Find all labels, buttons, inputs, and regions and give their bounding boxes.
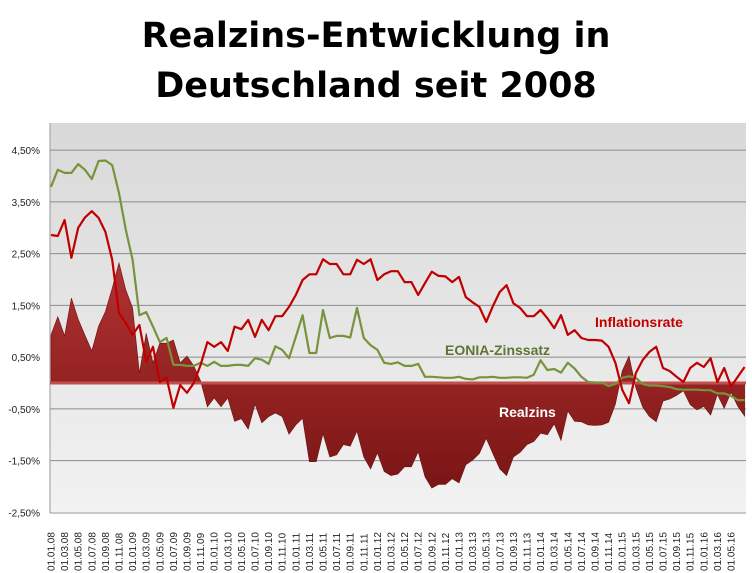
x-tick-label: 01.09.15 (672, 532, 683, 571)
x-tick-label: 01.09.11 (346, 532, 357, 571)
x-tick-label: 01.11.09 (196, 532, 207, 571)
y-tick-label: -1,50% (8, 457, 40, 468)
x-tick-label: 01.05.11 (319, 532, 330, 571)
x-tick-label: 01.09.14 (591, 532, 602, 571)
annotation-realzins: Realzins (499, 404, 556, 420)
x-tick-label: 01.01.10 (210, 532, 221, 571)
x-tick-label: 01.01.09 (128, 532, 139, 571)
x-tick-label: 01.01.15 (618, 532, 629, 571)
x-tick-label: 01.03.09 (142, 532, 153, 571)
x-tick-label: 01.11.10 (278, 532, 289, 571)
x-tick-label: 01.11.08 (115, 532, 126, 571)
x-tick-label: 01.05.16 (727, 532, 738, 571)
x-tick-label: 01.05.09 (155, 532, 166, 571)
x-tick-label: 01.03.08 (60, 532, 71, 571)
chart-title-line-2: Deutschland seit 2008 (155, 66, 597, 106)
x-tick-label: 01.09.10 (264, 532, 275, 571)
y-tick-label: -2,50% (8, 508, 40, 519)
x-tick-label: 01.05.10 (237, 532, 248, 571)
x-tick-label: 01.09.13 (509, 532, 520, 571)
x-tick-label: 01.01.08 (47, 532, 58, 571)
x-tick-label: 01.09.09 (183, 532, 194, 571)
chart-title-line-1: Realzins-Entwicklung in (142, 16, 611, 56)
x-tick-label: 01.07.14 (577, 532, 588, 571)
x-tick-label: 01.01.16 (699, 532, 710, 571)
x-tick-label: 01.05.15 (645, 532, 656, 571)
y-tick-label: 4,50% (12, 146, 40, 157)
x-tick-label: 01.09.12 (427, 532, 438, 571)
y-tick-label: 0,50% (12, 353, 40, 364)
x-tick-label: 01.05.14 (563, 532, 574, 571)
x-tick-label: 01.03.11 (305, 532, 316, 571)
x-tick-label: 01.09.08 (101, 532, 112, 571)
zero-baseline (50, 381, 746, 385)
inflationsrate-line (50, 210, 746, 409)
x-tick-label: 01.07.11 (332, 532, 343, 571)
realzins-area (50, 261, 745, 489)
y-tick-label: 2,50% (12, 250, 40, 261)
y-tick-label: -0,50% (8, 405, 40, 416)
x-tick-label: 01.07.09 (169, 532, 180, 571)
x-tick-label: 01.07.15 (659, 532, 670, 571)
x-tick-label: 01.07.13 (495, 532, 506, 571)
x-tick-label: 01.03.12 (387, 532, 398, 571)
x-tick-label: 01.03.13 (468, 532, 479, 571)
x-tick-label: 01.01.14 (536, 532, 547, 571)
x-tick-label: 01.11.14 (604, 532, 615, 571)
x-tick-label: 01.11.11 (359, 533, 370, 571)
x-tick-label: 01.05.13 (482, 532, 493, 571)
x-tick-label: 01.05.12 (400, 532, 411, 571)
x-tick-label: 01.07.10 (251, 532, 262, 571)
eonia-line (49, 159, 745, 402)
x-tick-label: 01.07.12 (414, 532, 425, 571)
x-tick-label: 01.07.08 (87, 532, 98, 571)
x-tick-label: 01.03.15 (631, 532, 642, 571)
x-tick-label: 01.03.10 (223, 532, 234, 571)
annotation-eonia: EONIA-Zinssatz (445, 342, 550, 358)
x-tick-label: 01.05.08 (74, 532, 85, 571)
x-tick-label: 01.03.16 (713, 532, 724, 571)
x-tick-label: 01.01.11 (291, 532, 302, 571)
x-tick-label: 01.11.13 (523, 532, 534, 571)
x-tick-label: 01.03.14 (550, 532, 561, 571)
y-tick-label: 3,50% (12, 198, 40, 209)
x-tick-label: 01.01.13 (455, 532, 466, 571)
x-tick-label: 01.11.15 (686, 532, 697, 571)
y-tick-label: 1,50% (12, 301, 40, 312)
x-tick-label: 01.11.12 (441, 532, 452, 571)
x-tick-label: 01.01.12 (373, 532, 384, 571)
annotation-inflationsrate: Inflationsrate (595, 314, 683, 330)
